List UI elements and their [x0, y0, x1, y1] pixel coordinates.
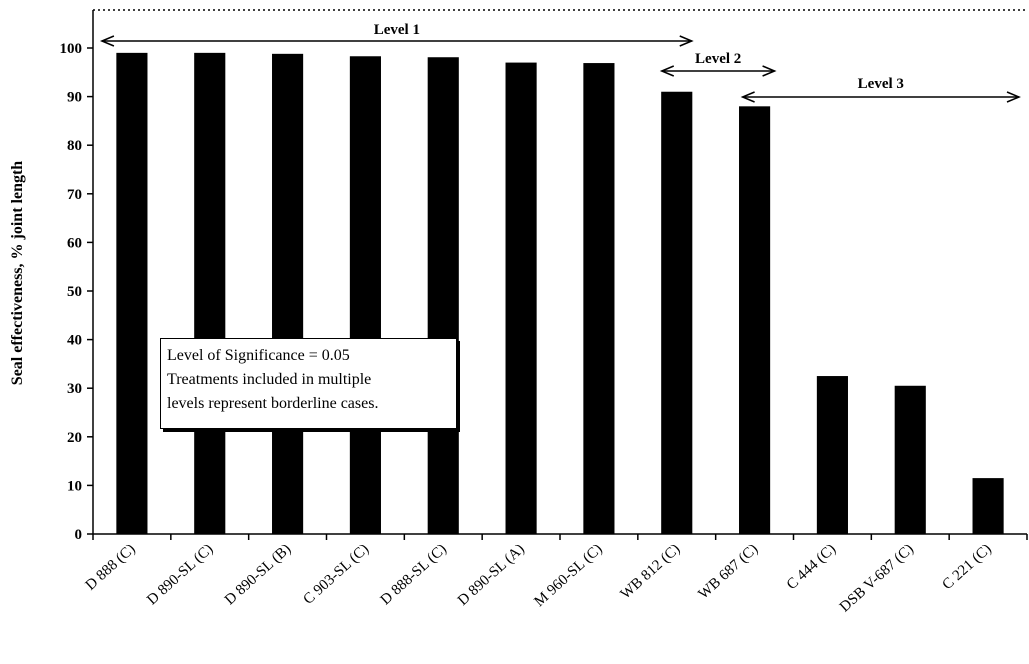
x-category-label: C 221 (C) [939, 541, 994, 593]
y-tick-label: 20 [67, 430, 82, 446]
x-category-label: D 888-SL (C) [378, 541, 450, 608]
y-tick-label: 50 [67, 284, 82, 300]
x-category-label: D 890-SL (A) [455, 541, 528, 609]
x-category-label: D 888 (C) [83, 541, 139, 594]
x-axis: D 888 (C) D 890-SL (C) D 890-SL (B) C 903-S… [83, 533, 1028, 615]
bar [661, 91, 693, 535]
y-tick-label: 30 [67, 381, 82, 397]
arrow-head [1006, 91, 1021, 103]
significance-note: Level of Significance = 0.05 Treatments … [160, 338, 457, 429]
note-line-3: levels represent borderline cases. [167, 395, 379, 412]
arrow-head [99, 35, 115, 47]
y-tick-label: 80 [67, 138, 82, 154]
note-line-2: Treatments included in multiple [167, 371, 372, 388]
arrow-head [762, 65, 777, 77]
bar [505, 62, 537, 534]
bar [739, 106, 771, 534]
level-label: Level 2 [695, 51, 741, 67]
y-axis: 0 10 20 30 40 50 60 70 80 90 100 [60, 10, 94, 543]
bar [349, 56, 381, 535]
y-tick-label: 60 [67, 235, 82, 251]
y-tick-label: 70 [67, 187, 82, 203]
y-tick-label: 100 [60, 41, 83, 57]
y-tick-label: 10 [67, 478, 82, 494]
level-label: Level 3 [858, 76, 904, 92]
bar [816, 376, 848, 534]
y-axis-title: Seal effectiveness, % joint length [9, 161, 26, 386]
arrow-head [740, 91, 755, 103]
x-category-label: DSB V-687 (C) [837, 541, 917, 615]
bar [894, 385, 926, 534]
bar [972, 478, 1004, 534]
bars [116, 52, 1004, 535]
note-line-1: Level of Significance = 0.05 [167, 347, 350, 364]
x-category-label: C 903-SL (C) [300, 541, 372, 608]
bar [116, 52, 148, 535]
significance-levels: Level 1 Level 2 Level 3 [99, 22, 1021, 103]
x-category-label: C 444 (C) [784, 541, 839, 593]
level-label: Level 1 [374, 22, 420, 38]
x-category-label: M 960-SL (C) [532, 541, 606, 610]
x-category-label: WB 812 (C) [618, 541, 684, 603]
bar [427, 57, 459, 534]
bar [272, 53, 304, 534]
y-tick-label: 90 [67, 90, 82, 106]
bar [583, 63, 615, 534]
x-category-label: D 890-SL (B) [222, 541, 294, 608]
x-category-label: WB 687 (C) [695, 541, 761, 603]
arrow-head [659, 65, 675, 77]
y-tick-label: 0 [75, 527, 83, 543]
bar [194, 52, 226, 535]
x-category-label: D 890-SL (C) [144, 541, 216, 608]
arrow-head [679, 35, 694, 47]
y-tick-label: 40 [67, 333, 82, 349]
